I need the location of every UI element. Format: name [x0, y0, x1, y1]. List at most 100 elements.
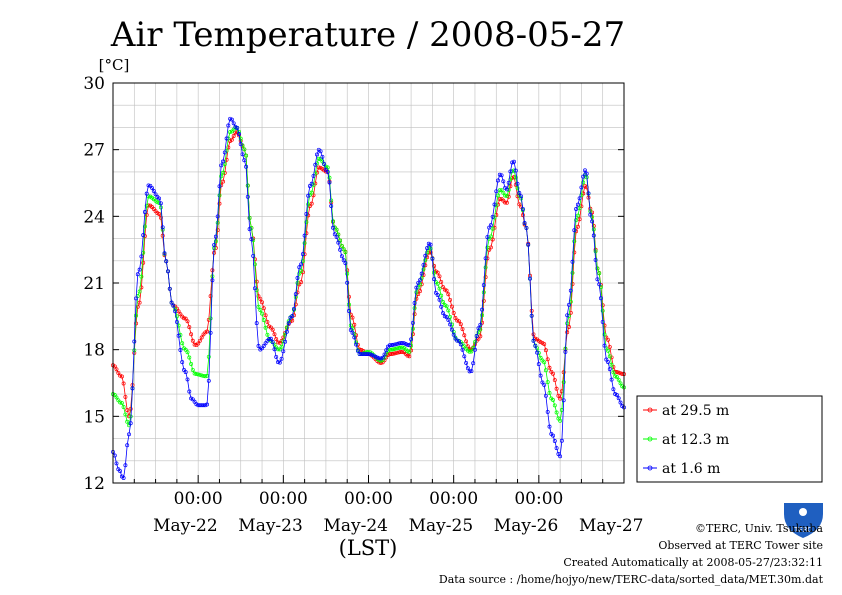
data-point	[139, 254, 144, 259]
data-point	[609, 362, 614, 367]
data-point	[437, 297, 442, 302]
data-point	[240, 152, 245, 157]
data-point	[499, 188, 504, 193]
data-point	[352, 322, 357, 327]
data-point	[341, 247, 346, 252]
data-point	[421, 262, 426, 267]
data-point	[134, 313, 139, 318]
data-point	[338, 247, 343, 252]
data-point	[570, 259, 575, 264]
data-point	[538, 373, 543, 378]
data-point	[350, 330, 355, 335]
data-point	[185, 377, 190, 382]
legend-label: at 1.6 m	[662, 461, 720, 477]
data-point	[503, 193, 508, 198]
data-point	[125, 443, 130, 448]
data-point	[554, 446, 559, 451]
data-point	[407, 343, 412, 348]
data-point	[144, 212, 149, 217]
data-point	[231, 121, 236, 126]
data-point	[559, 438, 564, 443]
data-point	[616, 370, 621, 375]
data-point	[543, 348, 548, 353]
data-point	[444, 288, 449, 293]
y-tick-label: 15	[83, 407, 105, 427]
data-point	[579, 185, 584, 190]
x-day-label: May-25	[409, 516, 474, 536]
data-point	[595, 266, 600, 271]
data-point	[263, 341, 268, 346]
data-point	[219, 174, 224, 179]
data-point	[309, 190, 314, 195]
data-point	[575, 202, 580, 207]
data-point	[322, 161, 327, 166]
data-point	[244, 164, 249, 169]
data-point	[245, 183, 250, 188]
data-point	[457, 339, 461, 344]
data-point	[441, 285, 445, 290]
data-point	[591, 233, 596, 238]
data-point	[606, 337, 610, 342]
y-axis-ticks: 12 15 18 21 24 27 30	[83, 74, 624, 494]
data-point	[584, 171, 589, 176]
data-point	[469, 349, 474, 354]
data-point	[331, 219, 335, 224]
data-point	[581, 180, 586, 185]
data-point	[123, 394, 128, 399]
data-point	[416, 280, 421, 285]
data-point	[135, 272, 140, 277]
data-point	[135, 304, 140, 309]
data-point	[221, 179, 225, 184]
data-point	[215, 220, 220, 225]
data-point	[355, 348, 360, 353]
data-point	[357, 352, 362, 356]
data-point	[478, 322, 483, 327]
data-point	[306, 202, 311, 207]
data-point	[591, 227, 596, 232]
data-point	[167, 286, 172, 291]
data-point	[260, 311, 264, 316]
data-point	[405, 349, 410, 354]
data-point	[595, 277, 600, 282]
data-point	[574, 207, 579, 211]
data-point	[192, 399, 197, 404]
data-point	[299, 262, 304, 267]
data-point	[256, 304, 261, 309]
x-day-label: May-22	[153, 516, 218, 536]
data-point	[616, 377, 621, 382]
data-point	[437, 274, 442, 279]
data-point	[125, 419, 130, 424]
legend-items: at 29.5 m at 12.3 m at 1.6 m	[643, 403, 729, 477]
data-point	[283, 339, 288, 344]
data-point	[272, 342, 277, 347]
data-point	[473, 339, 477, 344]
data-point	[394, 350, 399, 355]
data-point	[597, 271, 602, 276]
data-point	[128, 421, 133, 426]
x-day-label: May-23	[238, 516, 303, 536]
data-point	[199, 403, 204, 408]
data-point	[174, 314, 179, 319]
data-point	[588, 212, 593, 217]
data-point	[439, 304, 444, 309]
data-point	[597, 282, 602, 287]
data-point	[279, 356, 284, 361]
data-point	[607, 344, 612, 349]
data-point	[501, 179, 506, 184]
data-point	[504, 200, 509, 205]
x-tick-label: 00:00	[174, 489, 223, 509]
data-point	[157, 196, 162, 201]
data-point	[378, 356, 383, 361]
data-point	[228, 130, 233, 135]
data-point	[570, 270, 575, 275]
data-point	[221, 159, 225, 164]
data-point	[492, 202, 497, 207]
data-point	[462, 344, 467, 349]
data-point	[199, 335, 204, 340]
data-point	[396, 345, 401, 350]
data-point	[185, 350, 190, 355]
data-point	[425, 250, 430, 255]
data-point	[490, 237, 495, 242]
data-point	[151, 189, 156, 193]
data-point	[572, 228, 577, 233]
